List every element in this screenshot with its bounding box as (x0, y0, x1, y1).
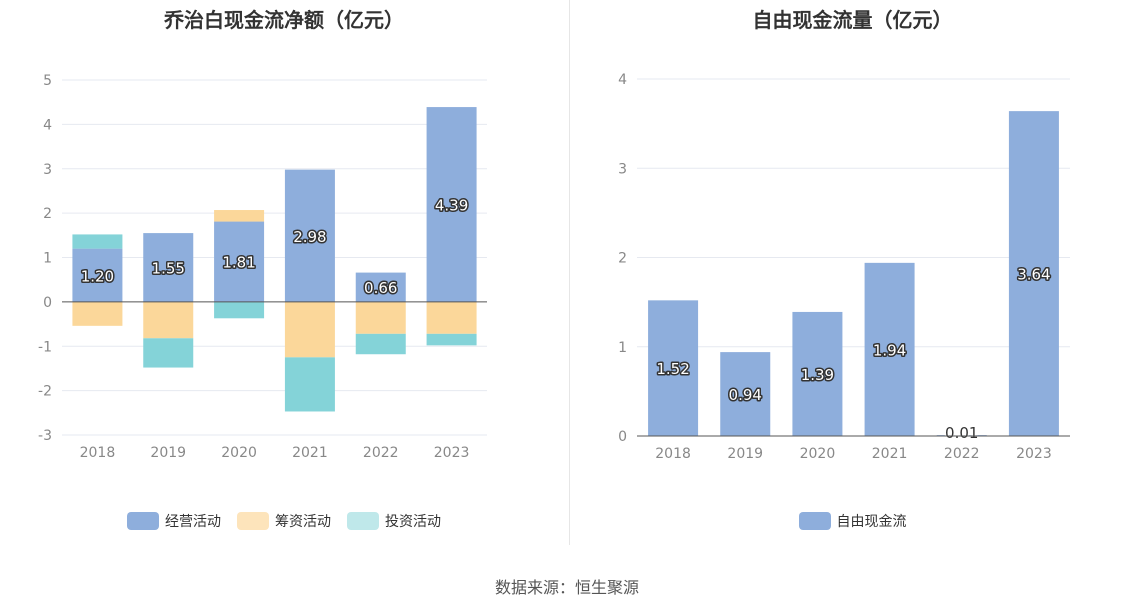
data-label: 3.64 (1017, 266, 1050, 284)
bar (426, 107, 477, 302)
legend-item-financing[interactable]: 筹资活动 (237, 511, 331, 531)
bar (426, 301, 477, 334)
data-label: 1.39 (801, 366, 834, 384)
bar (214, 210, 265, 222)
x-tick-label: 2020 (800, 446, 836, 462)
bar (214, 221, 265, 302)
data-label: 1.20 (81, 267, 114, 285)
x-tick-label: 2020 (221, 445, 257, 461)
chart-legend: 自由现金流 (571, 511, 1134, 531)
legend-swatch (237, 512, 269, 530)
legend-label: 经营活动 (165, 514, 221, 530)
bar (143, 301, 194, 339)
free-cash-flow-chart: 4 3 2 1 0 2018 2019 2020 2021 2022 2023 1.52 0.94 1.3… (618, 72, 1070, 462)
y-tick-label: -1 (38, 339, 52, 355)
data-label: 4.39 (435, 196, 468, 214)
bar (72, 234, 123, 249)
x-tick-label: 2023 (434, 445, 470, 461)
y-tick-label: 5 (43, 73, 52, 89)
y-tick-label: -3 (38, 428, 52, 444)
x-tick-label: 2022 (944, 446, 980, 462)
data-label: 1.52 (656, 360, 689, 378)
y-tick-label: 3 (618, 161, 627, 177)
bar (426, 333, 477, 346)
chart-title: 乔治白现金流净额（亿元） (164, 8, 404, 32)
data-label: 0.01 (945, 424, 978, 442)
x-tick-label: 2022 (363, 445, 399, 461)
y-tick-label: 2 (618, 251, 627, 267)
x-tick-label: 2023 (1016, 446, 1052, 462)
bar (284, 169, 335, 302)
bar (214, 301, 265, 319)
chart-title: 自由现金流量（亿元） (752, 8, 953, 32)
y-tick-label: 3 (43, 162, 52, 178)
y-tick-label: 1 (43, 251, 52, 267)
x-tick-label: 2021 (292, 445, 328, 461)
bar (355, 272, 406, 302)
y-tick-label: -2 (38, 384, 52, 400)
data-label: 1.55 (152, 259, 185, 277)
x-tick-label: 2019 (150, 445, 186, 461)
bar (1008, 111, 1059, 436)
y-tick-label: 2 (43, 206, 52, 222)
data-label: 1.81 (222, 254, 255, 272)
y-tick-label: 0 (618, 429, 627, 445)
y-tick-label: 4 (618, 72, 627, 88)
cash-flow-chart: 5 4 3 2 1 0 -1 -2 -3 2018 2019 2020 2021 2022 2023 1.20… (38, 73, 487, 461)
legend-item-free-cash-flow[interactable]: 自由现金流 (798, 511, 907, 531)
legend-swatch (798, 512, 831, 530)
bar (355, 301, 406, 334)
legend-label: 自由现金流 (836, 514, 907, 530)
x-tick-label: 2018 (80, 445, 116, 461)
panel-divider (569, 0, 570, 545)
y-tick-label: 1 (618, 340, 627, 356)
data-label: 1.94 (873, 341, 906, 359)
bar (72, 248, 123, 302)
bar (648, 300, 699, 436)
bar (143, 338, 194, 368)
data-label: 0.66 (364, 279, 397, 297)
bar (284, 357, 335, 412)
chart-legend: 经营活动 筹资活动 投资活动 (0, 511, 568, 531)
legend-label: 筹资活动 (275, 514, 331, 530)
bar (792, 311, 843, 436)
y-tick-label: 4 (43, 117, 52, 133)
x-tick-label: 2018 (655, 446, 691, 462)
legend-item-operating[interactable]: 经营活动 (127, 511, 221, 531)
x-tick-label: 2021 (872, 446, 908, 462)
legend-item-investing[interactable]: 投资活动 (347, 511, 441, 531)
legend-swatch (347, 512, 379, 530)
x-tick-label: 2019 (727, 446, 763, 462)
bar (143, 233, 194, 302)
y-tick-label: 0 (43, 295, 52, 311)
free-cash-flow-chart-panel: 自由现金流量（亿元） 4 3 2 1 0 2018 2019 2020 2021 2022 2023… (571, 0, 1134, 545)
bar (284, 301, 335, 358)
bar (720, 352, 771, 436)
data-label: 0.94 (729, 386, 762, 404)
cash-flow-chart-panel: 乔治白现金流净额（亿元） 5 4 3 2 1 0 -1 -2 -3 2018 2019 2020 202… (0, 0, 568, 545)
bar (72, 301, 123, 326)
legend-swatch (127, 512, 159, 530)
bar (355, 333, 406, 355)
bar (864, 262, 915, 436)
legend-label: 投资活动 (385, 514, 441, 530)
data-label: 2.98 (293, 228, 326, 246)
data-source-note: 数据来源：恒生聚源 (494, 578, 639, 597)
